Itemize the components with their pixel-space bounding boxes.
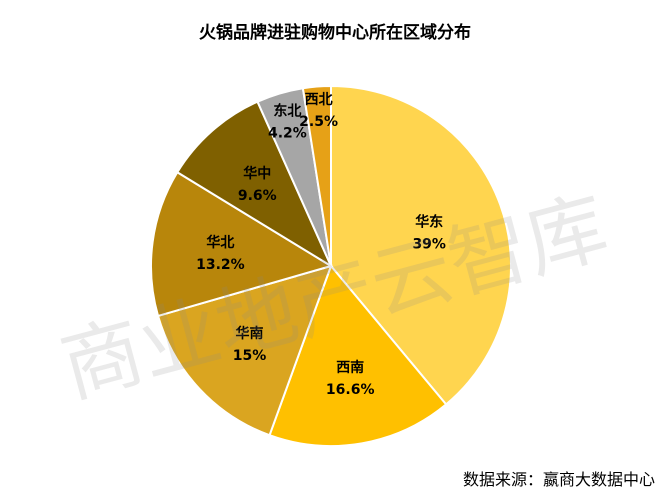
pie-slices xyxy=(150,84,512,447)
slice-name-label: 西南 xyxy=(336,359,364,376)
slice-name-label: 华中 xyxy=(243,165,271,182)
slice-value-label: 9.6% xyxy=(238,188,277,204)
pie-slice-7 xyxy=(301,84,332,267)
slice-value-label: 13.2% xyxy=(196,257,245,273)
slice-name-label: 华南 xyxy=(236,325,264,342)
slice-name-label: 华北 xyxy=(206,234,234,251)
slice-value-label: 15% xyxy=(233,348,267,364)
slice-value-label: 39% xyxy=(412,237,446,253)
slice-value-label: 2.5% xyxy=(299,114,338,130)
source-note: 数据来源：嬴商大数据中心 xyxy=(463,470,655,489)
pie-slice-2 xyxy=(268,264,448,447)
pie-slice-5 xyxy=(175,100,334,269)
pie-slice-4 xyxy=(150,170,334,318)
slice-name-label: 西北 xyxy=(305,92,333,108)
pie-slice-1 xyxy=(330,84,512,406)
pie-labels: 华东 39% 西南 16.6% 华南 15% 华北 13.2% 华中 9.6% 东北 4.2% 西北 2.… xyxy=(196,92,446,398)
slice-value-label: 4.2% xyxy=(268,125,307,141)
slice-value-label: 16.6% xyxy=(326,382,375,398)
slice-name-label: 华东 xyxy=(415,214,443,231)
pie-slice-3 xyxy=(156,264,333,437)
slice-name-label: 东北 xyxy=(273,102,301,119)
chart-title: 火锅品牌进驻购物中心所在区域分布 xyxy=(199,22,471,43)
